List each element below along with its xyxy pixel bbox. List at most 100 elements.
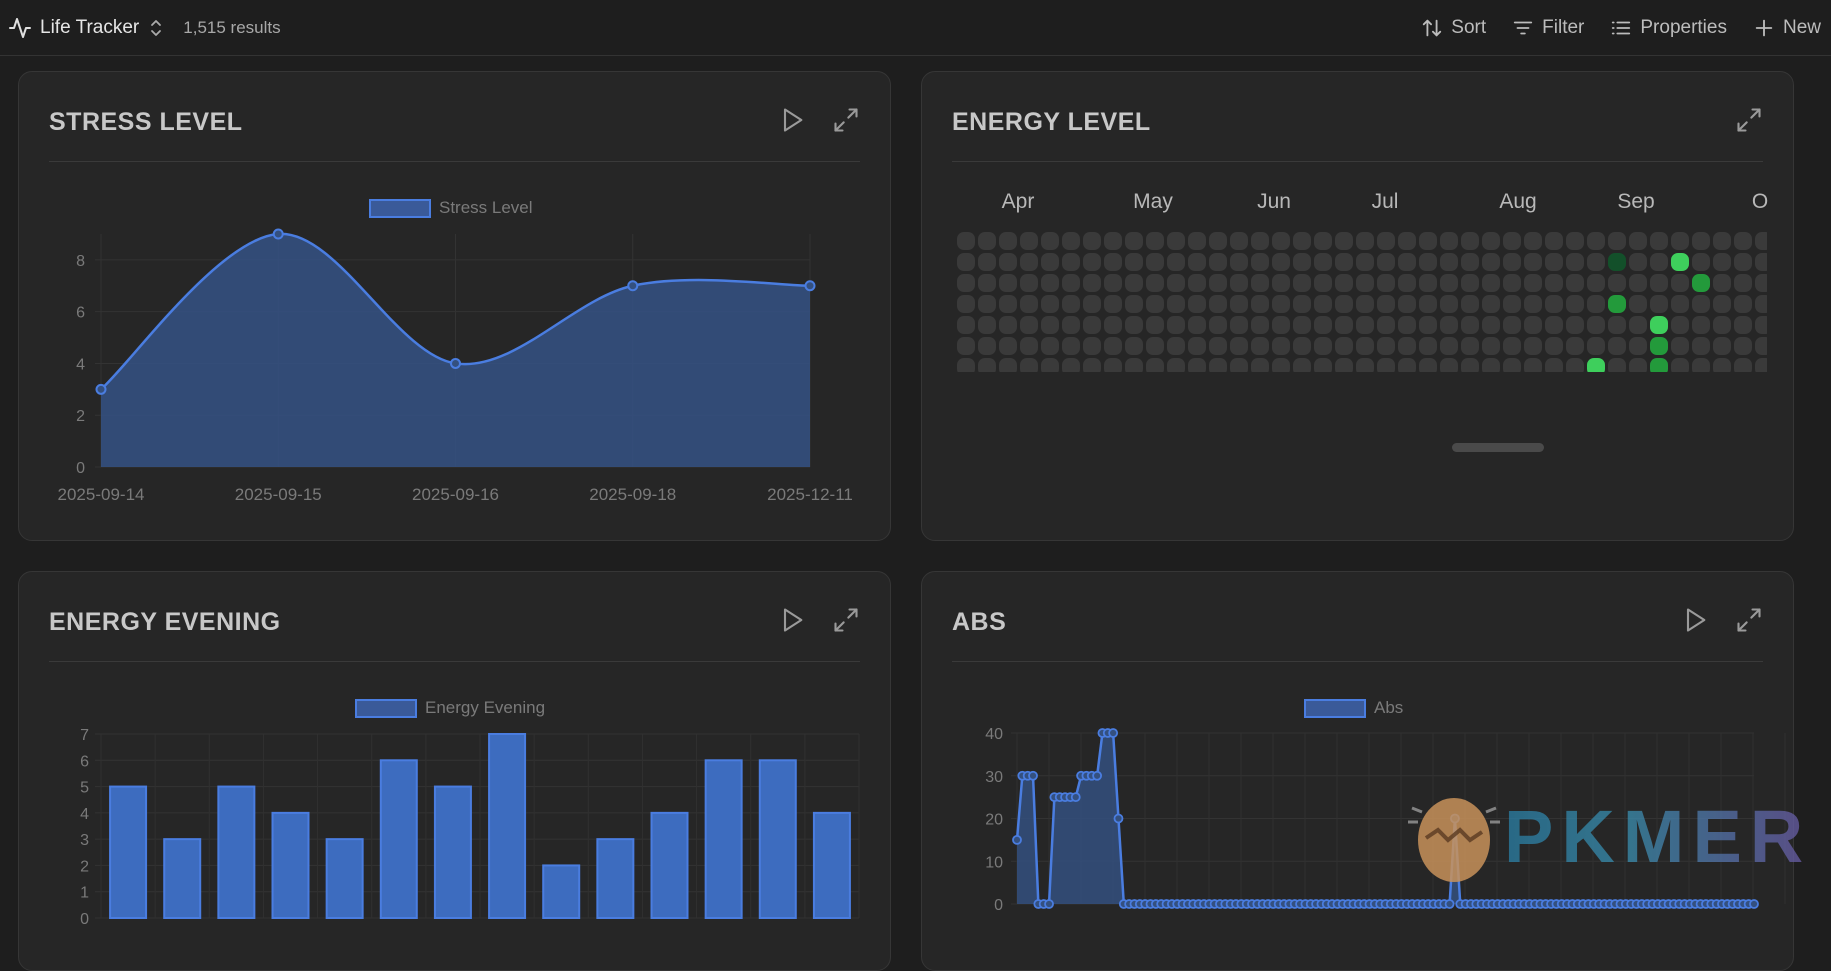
heatmap-cell <box>1314 295 1332 313</box>
data-point <box>1284 899 1295 909</box>
month-label: Sep <box>1617 190 1654 213</box>
heatmap-cell <box>1671 358 1689 372</box>
heatmap-cell <box>1020 295 1038 313</box>
data-point <box>1535 899 1546 909</box>
heatmap-cell <box>1440 316 1458 334</box>
chevron-updown-icon[interactable] <box>149 19 163 37</box>
card-header: ABS <box>952 596 1763 662</box>
data-point <box>1556 899 1567 909</box>
data-point <box>1102 728 1113 738</box>
heatmap-cell <box>1335 316 1353 334</box>
heatmap-cell <box>1398 232 1416 250</box>
heatmap-cell <box>1083 295 1101 313</box>
data-point <box>1199 899 1209 909</box>
filter-button[interactable]: Filter <box>1512 17 1584 39</box>
new-label: New <box>1782 17 1821 38</box>
x-tick-label: 2025-12-11 <box>767 485 853 504</box>
heatmap-cell <box>957 295 975 313</box>
heatmap-cell <box>1209 253 1227 271</box>
results-count: 1,515 results <box>183 17 281 37</box>
data-point <box>1492 899 1503 909</box>
data-point <box>1434 899 1444 909</box>
heatmap-cell <box>1314 253 1332 271</box>
heatmap-cell <box>1377 358 1395 372</box>
y-tick-label: 4 <box>80 806 89 823</box>
heatmap-cell <box>1671 253 1689 271</box>
expand-icon[interactable] <box>1735 106 1763 134</box>
list-icon <box>1612 21 1631 35</box>
heatmap-cell <box>1041 253 1059 271</box>
heatmap-cell <box>1419 316 1437 334</box>
new-button[interactable]: New <box>1753 17 1821 39</box>
heatmap-cell <box>1020 253 1038 271</box>
data-point <box>1695 899 1706 909</box>
card-title: ENERGY LEVEL <box>952 108 1151 136</box>
series-line <box>100 232 811 391</box>
toolbar: Life Tracker 1,515 results Sort Filter P… <box>0 0 1831 56</box>
data-point <box>1060 792 1070 803</box>
view-title[interactable]: Life Tracker <box>40 16 140 38</box>
heatmap-cell <box>1587 358 1605 372</box>
expand-icon[interactable] <box>832 106 860 134</box>
heatmap-cell <box>1041 295 1059 313</box>
plus-icon <box>1755 19 1773 37</box>
data-point <box>1161 899 1172 909</box>
heatmap-cell <box>1377 232 1395 250</box>
heatmap-cell <box>1608 253 1626 271</box>
heatmap-cell <box>1167 295 1185 313</box>
data-point <box>1321 899 1332 909</box>
heatmap-cell <box>1566 316 1584 334</box>
heatmap-cell <box>1209 232 1227 250</box>
play-icon[interactable] <box>778 106 806 134</box>
heatmap-cell <box>1482 295 1500 313</box>
heatmap-cell <box>1482 358 1500 372</box>
legend-swatch <box>369 198 431 218</box>
expand-icon[interactable] <box>1735 606 1763 634</box>
horizontal-scrollbar[interactable] <box>1452 443 1544 452</box>
data-point <box>1567 899 1578 909</box>
heatmap-cell <box>1587 295 1605 313</box>
heatmap-cell <box>1524 274 1542 292</box>
heatmap-cell <box>1041 337 1059 355</box>
data-point <box>1124 899 1135 909</box>
y-tick-label: 0 <box>76 460 85 477</box>
chart-legend[interactable]: Stress Level <box>369 198 533 218</box>
sort-button[interactable]: Sort <box>1421 17 1486 39</box>
heatmap-cell <box>1734 316 1752 334</box>
data-point <box>1466 899 1476 909</box>
heatmap-cell <box>1356 253 1374 271</box>
data-point <box>1428 899 1439 909</box>
heatmap-cell <box>1461 274 1479 292</box>
data-point <box>1295 899 1305 909</box>
data-point <box>1012 834 1022 845</box>
card-title: ABS <box>952 608 1007 636</box>
y-tick-label: 3 <box>80 832 89 849</box>
heatmap-cell <box>1104 253 1122 271</box>
play-icon[interactable] <box>1681 606 1709 634</box>
properties-button[interactable]: Properties <box>1610 17 1727 39</box>
data-point <box>1524 899 1535 909</box>
heatmap-cell <box>1671 316 1689 334</box>
heatmap-cell <box>1713 295 1731 313</box>
chart-legend[interactable]: Energy Evening <box>355 698 545 718</box>
heatmap-cell <box>1272 295 1290 313</box>
data-point <box>1364 899 1375 909</box>
heatmap-cell <box>1692 295 1710 313</box>
heatmap-cell <box>1356 337 1374 355</box>
data-point <box>1038 899 1049 909</box>
data-point <box>1444 899 1455 909</box>
heatmap-cell <box>978 274 996 292</box>
legend-label: Abs <box>1374 698 1404 717</box>
data-point <box>1353 899 1364 909</box>
data-point <box>1439 899 1450 909</box>
data-point <box>1305 899 1316 909</box>
play-icon[interactable] <box>778 606 806 634</box>
expand-icon[interactable] <box>832 606 860 634</box>
data-point <box>1172 899 1183 909</box>
heatmap-cell <box>1167 274 1185 292</box>
x-tick-label: 2025-09-15 <box>235 485 322 504</box>
data-point <box>1311 899 1321 909</box>
heatmap-cell <box>1209 337 1227 355</box>
chart-legend[interactable]: Abs <box>1304 698 1403 718</box>
heatmap-cell <box>1734 337 1752 355</box>
